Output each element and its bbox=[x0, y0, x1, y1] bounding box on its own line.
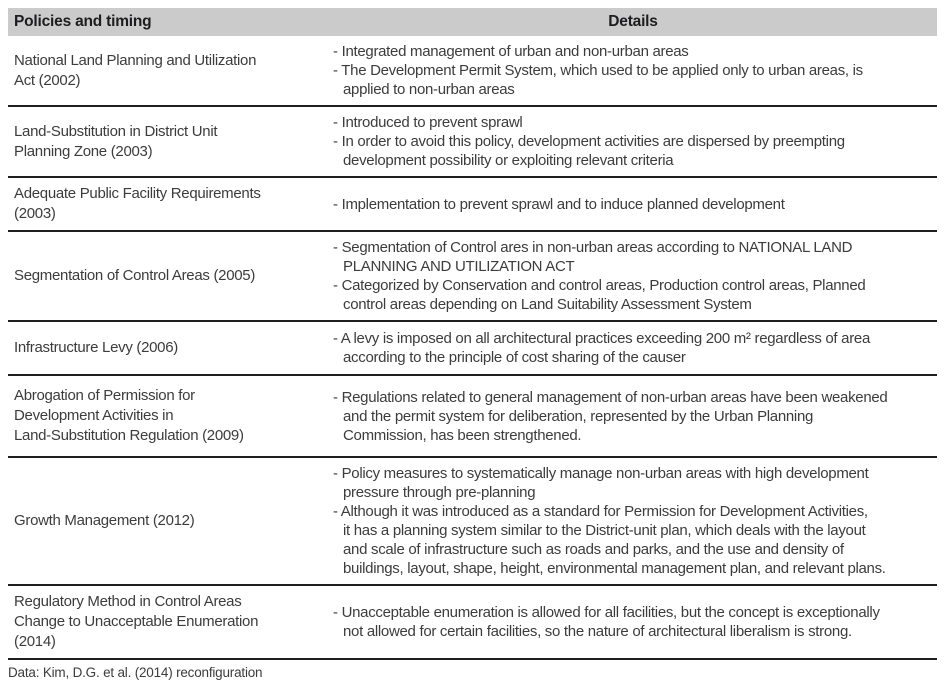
detail-bullet: In order to avoid this policy, developme… bbox=[333, 132, 931, 170]
table-row: Segmentation of Control Areas (2005) Segm… bbox=[8, 231, 937, 321]
policy-cell: Growth Management (2012) bbox=[14, 512, 195, 529]
detail-bullet: Implementation to prevent sprawl and to … bbox=[333, 195, 931, 214]
details-cell: Unacceptable enumeration is allowed for … bbox=[329, 585, 937, 659]
detail-bullet: Introduced to prevent sprawl bbox=[333, 113, 931, 132]
header-row: Policies and timing Details bbox=[8, 8, 937, 36]
policies-table: Policies and timing Details National Lan… bbox=[8, 8, 937, 660]
table-row: National Land Planning and Utilization A… bbox=[8, 36, 937, 106]
detail-bullet: Unacceptable enumeration is allowed for … bbox=[333, 603, 931, 641]
detail-bullet: Regulations related to general managemen… bbox=[333, 388, 931, 445]
header-policies-and-timing: Policies and timing bbox=[8, 8, 329, 36]
details-cell: Policy measures to systematically manage… bbox=[329, 457, 937, 585]
detail-bullet: Although it was introduced as a standard… bbox=[333, 502, 931, 578]
table-row: Growth Management (2012) Policy measures … bbox=[8, 457, 937, 585]
policy-cell: National Land Planning and Utilization A… bbox=[14, 51, 257, 89]
table-row: Regulatory Method in Control Areas Chang… bbox=[8, 585, 937, 659]
table-header: Policies and timing Details bbox=[8, 8, 937, 36]
table-row: Abrogation of Permission for Development… bbox=[8, 375, 937, 457]
header-details: Details bbox=[329, 8, 937, 36]
policy-cell: Land-Substitution in District Unit Plann… bbox=[14, 122, 218, 160]
detail-bullet: Categorized by Conservation and control … bbox=[333, 276, 931, 314]
policy-cell: Adequate Public Facility Requirements (2… bbox=[14, 185, 261, 222]
details-cell: Regulations related to general managemen… bbox=[329, 375, 937, 457]
table-row: Infrastructure Levy (2006) A levy is impo… bbox=[8, 321, 937, 375]
details-cell: Implementation to prevent sprawl and to … bbox=[329, 177, 937, 231]
policy-cell: Regulatory Method in Control Areas Chang… bbox=[14, 593, 259, 650]
detail-bullet: A levy is imposed on all architectural p… bbox=[333, 329, 931, 367]
table-row: Adequate Public Facility Requirements (2… bbox=[8, 177, 937, 231]
detail-bullet: Integrated management of urban and non-u… bbox=[333, 42, 931, 61]
details-cell: A levy is imposed on all architectural p… bbox=[329, 321, 937, 375]
policies-table-container: Policies and timing Details National Lan… bbox=[8, 8, 937, 660]
detail-bullet: The Development Permit System, which use… bbox=[333, 61, 931, 99]
detail-bullet: Segmentation of Control ares in non-urba… bbox=[333, 238, 931, 276]
policy-cell: Abrogation of Permission for Development… bbox=[14, 387, 244, 444]
data-source-note: Data: Kim, D.G. et al. (2014) reconfigur… bbox=[8, 665, 263, 680]
policy-cell: Segmentation of Control Areas (2005) bbox=[14, 267, 256, 284]
policy-cell: Infrastructure Levy (2006) bbox=[14, 339, 178, 356]
table-row: Land-Substitution in District Unit Plann… bbox=[8, 106, 937, 177]
table-body: National Land Planning and Utilization A… bbox=[8, 36, 937, 659]
details-cell: Segmentation of Control ares in non-urba… bbox=[329, 231, 937, 321]
detail-bullet: Policy measures to systematically manage… bbox=[333, 464, 931, 502]
details-cell: Introduced to prevent sprawlIn order to … bbox=[329, 106, 937, 177]
details-cell: Integrated management of urban and non-u… bbox=[329, 36, 937, 106]
